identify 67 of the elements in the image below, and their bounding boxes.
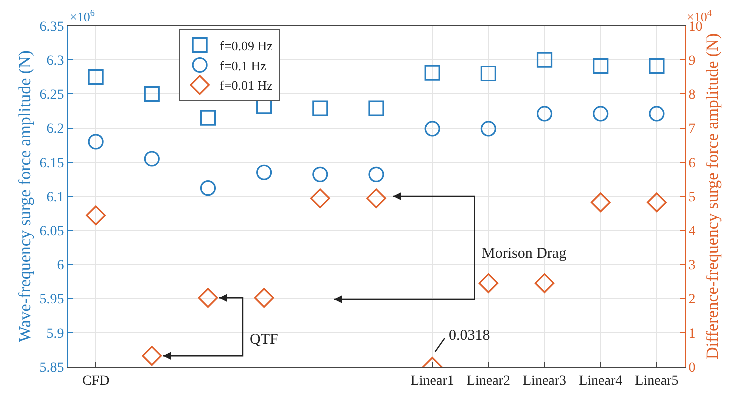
point [480,66,496,82]
point [86,206,106,226]
x-tick-label: Linear5 [635,374,679,389]
point [649,106,665,122]
y-tick-label: 6 [57,258,64,274]
y-tick-label: 6.1 [46,190,64,206]
point [536,52,553,68]
point [593,58,609,74]
y2-tick-label: 2 [688,292,696,308]
y2-tick-label: 7 [688,122,696,138]
y-tick-label: 6.35 [40,20,64,35]
x-tick-label: Linear1 [410,374,454,389]
point [590,192,611,213]
legend-label: f=0.01 Hz [220,78,274,94]
point [144,151,160,167]
point [480,121,496,137]
point [310,188,330,208]
y2-tick-label: 3 [688,258,696,274]
y2-axis-title: Difference-frequency surge force amplitude (N) [703,34,722,360]
y2-tick-label: 5 [688,190,696,206]
y-axis-title: Wave-frequency surge force amplitude (N) [15,50,34,342]
x-tick-label: CFD [82,374,110,389]
x-tick-label: Linear4 [579,374,623,389]
point [88,69,104,85]
y2-tick-label: 0 [688,360,696,376]
point [424,65,440,81]
point [142,346,162,366]
point [254,288,274,308]
y2-tick-label: 6 [688,156,696,172]
point [366,188,386,208]
point [368,100,384,116]
y-tick-label: 5.9 [46,326,64,342]
y-tick-label: 6.25 [40,88,64,104]
legend-label: f=0.1 Hz [220,58,267,74]
point [647,192,667,213]
y-tick-label: 5.85 [40,360,64,376]
point [88,134,104,150]
point [649,58,665,74]
point [198,288,218,308]
legend-label: f=0.09 Hz [220,38,274,54]
y-tick-label: 6.15 [40,156,64,172]
point [478,274,499,294]
point [368,166,384,182]
point [593,106,609,122]
point [534,274,555,294]
y2-tick-label: 1 [688,326,696,342]
point [312,100,328,116]
y-tick-label: 5.95 [40,292,64,308]
text: ×10$^{6}$ [70,8,96,24]
y2-tick-label: 4 [688,224,696,240]
annotation: 0.0318 [449,328,490,344]
point [424,121,440,137]
y-tick-label: 6.3 [46,54,64,69]
point [200,180,216,196]
y-tick-label: 6.2 [46,122,64,138]
annotation: QTF [250,332,278,348]
point [536,106,553,122]
y2-tick-label: 9 [688,54,696,69]
point [256,164,272,180]
y-tick-label: 6.05 [40,224,64,240]
x-tick-label: Linear2 [466,374,510,389]
point [144,86,160,102]
y2-tick-label: 8 [688,88,696,104]
x-tick-label: Linear3 [523,374,567,389]
annotation: Morison Drag [482,246,568,262]
point [200,110,216,126]
point [312,166,328,182]
